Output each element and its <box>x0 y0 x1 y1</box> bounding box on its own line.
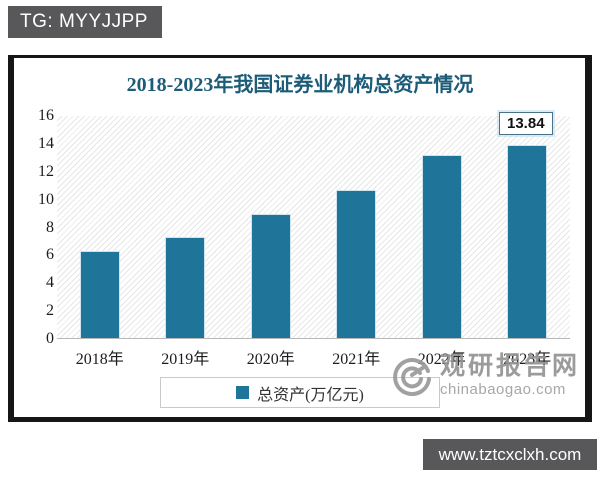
x-axis-label: 2023年 <box>503 351 552 368</box>
y-axis-tick-label: 10 <box>38 190 54 208</box>
bar <box>336 190 377 338</box>
bar-value-label: 13.84 <box>499 112 553 135</box>
bar <box>165 236 206 338</box>
y-axis-tick-label: 8 <box>46 218 54 236</box>
y-axis-tick-label: 2 <box>46 302 54 320</box>
plot-area <box>57 116 570 339</box>
watermark-tag-badge: TG: MYYJJPP <box>8 6 162 38</box>
legend-square-icon <box>236 386 250 399</box>
legend-label: 总资产(万亿元) <box>257 386 364 404</box>
bar <box>250 213 291 338</box>
source-url-badge: www.tztcxclxh.com <box>423 439 597 470</box>
x-axis-label: 2022年 <box>417 351 466 368</box>
x-axis: 2018年 2019年 2020年 2021年 2022年 2023年 <box>57 345 570 369</box>
bar-slot <box>485 116 570 338</box>
bar-slot <box>57 116 142 338</box>
y-axis-tick-label: 16 <box>38 107 54 124</box>
bar <box>421 155 462 338</box>
legend: 总资产(万亿元) <box>160 377 440 408</box>
x-axis-label: 2019年 <box>161 351 210 368</box>
y-axis-tick-label: 12 <box>38 162 54 180</box>
y-axis-tick-label: 0 <box>46 330 54 347</box>
bar <box>79 250 120 338</box>
x-axis-label: 2021年 <box>332 351 381 368</box>
bar <box>507 145 548 338</box>
y-axis-tick-label: 14 <box>38 134 54 152</box>
bar-slot <box>399 116 484 338</box>
x-axis-label: 2018年 <box>75 351 124 368</box>
chart-title: 2018-2023年我国证券业机构总资产情况 <box>126 74 474 96</box>
bar-slot <box>143 116 228 338</box>
source-url-text: www.tztcxclxh.com <box>438 444 582 464</box>
bar-slot <box>228 116 313 338</box>
y-axis-tick-label: 6 <box>46 246 54 264</box>
watermark-tag-text: TG: MYYJJPP <box>20 11 148 32</box>
y-axis-tick-label: 4 <box>46 274 54 292</box>
bar-slot <box>314 116 399 338</box>
x-axis-label: 2020年 <box>246 351 295 368</box>
